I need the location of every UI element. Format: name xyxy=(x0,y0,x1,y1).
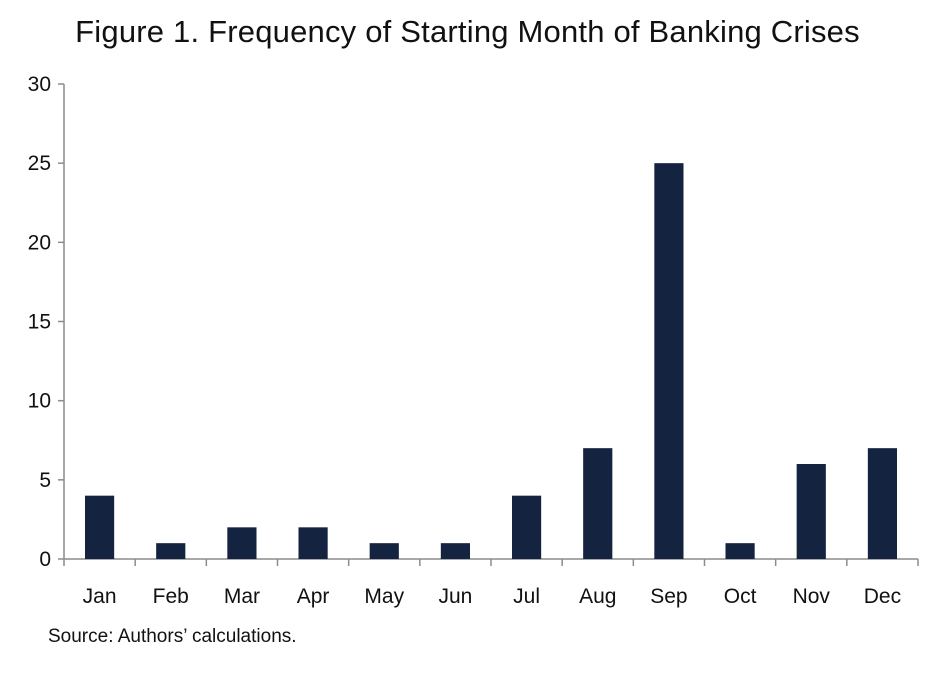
x-tick-label: Apr xyxy=(297,585,330,608)
bar-sep xyxy=(654,163,684,559)
bar-nov xyxy=(796,464,826,559)
x-tick-label: Aug xyxy=(579,585,616,608)
bar-dec xyxy=(867,448,898,559)
chart-title: Figure 1. Frequency of Starting Month of… xyxy=(75,14,860,49)
y-tick-label: 25 xyxy=(28,152,51,175)
x-tick-label: Jul xyxy=(513,585,540,608)
bar-mar xyxy=(227,527,257,559)
bar-jun xyxy=(440,543,471,559)
y-tick-label: 5 xyxy=(39,469,51,492)
y-tick-label: 20 xyxy=(28,231,51,254)
x-tick-label: Oct xyxy=(724,585,757,608)
x-axis: Jan Feb Mar Apr May Jun Jul Aug Sep Oct Nov Dec xyxy=(63,558,919,608)
x-tick-label: Mar xyxy=(224,585,260,608)
bars xyxy=(84,163,898,559)
y-tick-label: 0 xyxy=(39,548,51,571)
x-tick-label: May xyxy=(364,585,404,608)
x-tick-label: Dec xyxy=(864,585,901,608)
x-tick-label: Nov xyxy=(793,585,831,608)
x-tick-label: Feb xyxy=(153,585,189,608)
bar-aug xyxy=(583,448,613,559)
bar-may xyxy=(369,543,399,559)
y-tick-label: 15 xyxy=(28,311,51,334)
y-tick-label: 30 xyxy=(28,73,51,96)
y-axis: 0 5 10 15 20 25 30 xyxy=(28,73,65,571)
x-tick-label: Jan xyxy=(83,585,117,608)
y-tick-label: 10 xyxy=(28,390,51,413)
bar-oct xyxy=(725,543,755,559)
x-tick-label: Sep xyxy=(650,585,687,608)
x-tick-label: Jun xyxy=(438,585,472,608)
bar-feb xyxy=(156,543,186,559)
bar-jul xyxy=(511,495,542,559)
source-note: Source: Authors’ calculations. xyxy=(48,626,297,647)
bar-apr xyxy=(298,527,328,559)
bar-jan xyxy=(84,495,115,559)
